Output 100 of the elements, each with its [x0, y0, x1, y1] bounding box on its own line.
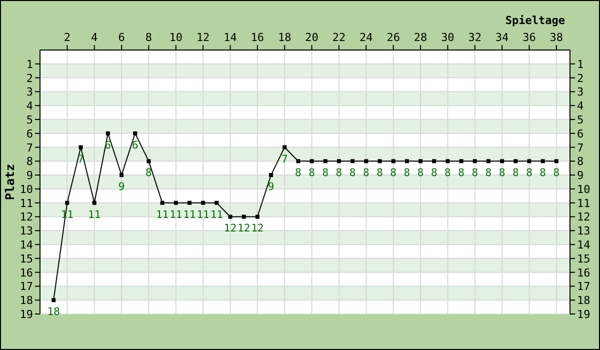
y2-tick-label: 3	[577, 86, 584, 99]
y-tick-label: 3	[26, 86, 33, 99]
y2-tick-label: 18	[577, 294, 590, 308]
point	[120, 173, 124, 178]
data-label: 11	[183, 208, 196, 221]
x-tick-label: 16	[250, 31, 264, 44]
x-tick-label: 36	[522, 31, 536, 44]
x-tick-label: 26	[386, 31, 400, 44]
x-tick-label: 24	[360, 31, 374, 44]
point	[472, 159, 477, 164]
point	[336, 159, 341, 164]
point	[146, 159, 151, 164]
data-label: 12	[251, 222, 264, 235]
y2-tick-label: 2	[577, 72, 584, 85]
y-tick-label: 15	[20, 252, 33, 266]
y-tick-label: 14	[20, 238, 34, 252]
data-label: 11	[196, 208, 210, 221]
point	[364, 159, 368, 164]
point	[160, 200, 164, 205]
data-label: 11	[210, 208, 223, 221]
point	[92, 200, 96, 205]
data-label: 8	[485, 167, 492, 180]
data-label: 9	[268, 181, 274, 194]
data-label: 8	[390, 167, 396, 180]
data-label: 8	[404, 167, 410, 180]
y-tick-label: 12	[20, 210, 33, 224]
data-label: 8	[540, 167, 546, 180]
x-axis-title: Spieltage	[505, 14, 566, 27]
data-label: 8	[295, 167, 302, 180]
point	[242, 214, 246, 219]
y2-tick-label: 15	[577, 252, 590, 266]
y2-tick-label: 14	[577, 238, 591, 252]
data-label: 8	[308, 167, 315, 180]
y2-tick-label: 8	[577, 155, 584, 168]
point	[378, 159, 382, 164]
data-label: 12	[224, 222, 237, 235]
y2-tick-label: 10	[577, 182, 590, 196]
data-label: 8	[444, 167, 451, 180]
data-label: 8	[553, 167, 560, 180]
point	[404, 159, 409, 164]
data-label: 8	[458, 167, 464, 180]
y2-tick-label: 4	[577, 100, 584, 113]
point	[269, 173, 274, 178]
x-tick-label: 12	[196, 31, 210, 44]
y-axis-title: Platz	[3, 164, 17, 200]
y-tick-label: 17	[20, 280, 33, 294]
data-label: 8	[146, 167, 152, 180]
y-tick-label: 6	[26, 127, 33, 140]
x-tick-label: 20	[305, 31, 318, 44]
y-tick-label: 5	[26, 113, 33, 126]
point	[446, 159, 450, 164]
y2-tick-label: 1	[577, 58, 584, 71]
point	[418, 159, 423, 164]
data-label: 8	[349, 167, 356, 180]
y-tick-label: 19	[20, 308, 33, 321]
y-tick-label: 10	[20, 182, 33, 196]
point	[296, 159, 300, 164]
point	[214, 200, 219, 205]
point	[187, 200, 192, 205]
data-label: 8	[512, 167, 519, 180]
data-label: 18	[47, 306, 60, 318]
point	[52, 298, 56, 302]
point	[540, 159, 545, 164]
y-tick-label: 16	[20, 266, 33, 280]
point	[255, 214, 260, 219]
data-label: 11	[170, 208, 182, 221]
point	[228, 214, 232, 219]
x-tick-label: 6	[118, 31, 125, 44]
point	[201, 200, 206, 205]
y2-tick-label: 12	[577, 210, 590, 224]
point	[350, 159, 355, 164]
data-label: 8	[322, 167, 329, 180]
data-label: 7	[281, 153, 288, 166]
y-tick-label: 18	[20, 294, 33, 308]
y-tick-label: 7	[26, 141, 33, 154]
data-label: 12	[238, 222, 250, 235]
data-label: 8	[336, 167, 342, 180]
data-label: 9	[118, 181, 125, 194]
data-label: 6	[132, 139, 138, 152]
data-label: 8	[472, 167, 478, 180]
point	[432, 159, 436, 164]
x-tick-label: 2	[64, 31, 70, 44]
point	[391, 159, 396, 164]
y-tick-label: 1	[26, 58, 33, 71]
y-tick-label: 9	[26, 169, 33, 182]
data-label: 8	[362, 167, 370, 180]
point	[282, 145, 287, 150]
y-tick-label: 11	[20, 196, 33, 210]
x-tick-label: 14	[224, 31, 238, 44]
y-tick-label: 8	[26, 155, 33, 168]
point	[486, 159, 490, 164]
y2-tick-label: 17	[577, 280, 590, 294]
x-tick-label: 34	[495, 31, 510, 44]
y2-tick-label: 19	[577, 308, 590, 321]
data-label: 6	[104, 139, 112, 152]
point	[323, 159, 328, 164]
data-label: 8	[526, 167, 532, 180]
x-tick-label: 28	[414, 31, 428, 44]
x-tick-label: 18	[278, 31, 292, 44]
point	[65, 200, 70, 205]
